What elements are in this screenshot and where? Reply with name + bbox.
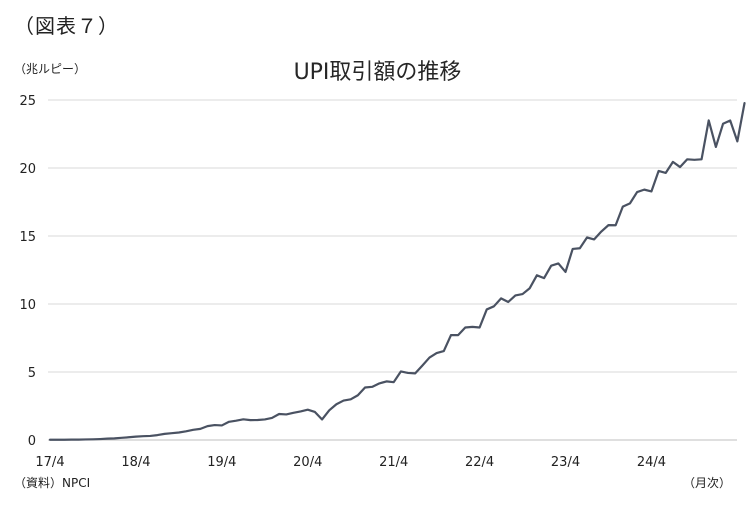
y-tick-label: 5 xyxy=(28,366,36,381)
y-axis-tick-labels: 0 5 10 15 20 25 xyxy=(19,94,36,449)
x-tick-label: 22/4 xyxy=(465,455,494,470)
y-tick-label: 20 xyxy=(19,162,36,177)
y-tick-label: 15 xyxy=(19,230,36,245)
series-line xyxy=(48,102,746,441)
x-tick-label: 24/4 xyxy=(637,455,666,470)
y-tick-label: 10 xyxy=(19,298,36,313)
x-tick-label: 21/4 xyxy=(379,455,408,470)
x-axis-tick-labels: 17/4 18/4 19/4 20/4 21/4 22/4 23/4 24/4 xyxy=(35,455,666,470)
y-tick-label: 25 xyxy=(19,94,36,109)
y-unit-label: （兆ルピー） xyxy=(14,62,87,76)
chart-gridlines xyxy=(48,99,737,441)
x-tick-label: 19/4 xyxy=(207,455,236,470)
chart-title: UPI取引額の推移 xyxy=(293,60,462,85)
x-tick-label: 20/4 xyxy=(293,455,322,470)
source-label: （資料）NPCI xyxy=(14,476,91,490)
figure-label: （図表７） xyxy=(14,14,119,38)
x-unit-label: （月次） xyxy=(682,476,731,490)
x-tick-label: 17/4 xyxy=(35,455,64,470)
x-tick-label: 18/4 xyxy=(121,455,150,470)
line-chart: 0 5 10 15 20 25 17/4 18/4 19/4 20/4 21/4 22/4 23/4 2… xyxy=(19,94,746,470)
chart-series xyxy=(48,102,746,441)
y-tick-label: 0 xyxy=(28,434,36,449)
x-tick-label: 23/4 xyxy=(551,455,580,470)
